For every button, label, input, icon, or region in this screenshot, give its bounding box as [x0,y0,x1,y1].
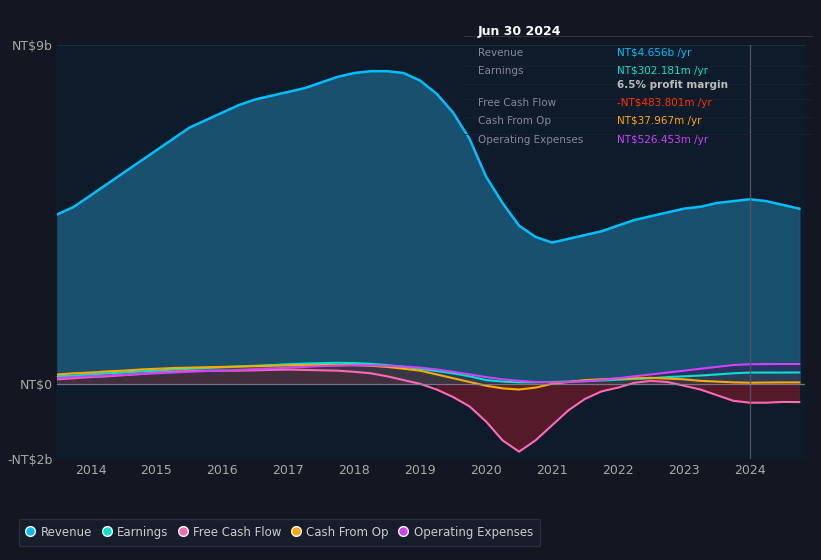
Text: NT$37.967m /yr: NT$37.967m /yr [617,116,702,126]
Text: NT$526.453m /yr: NT$526.453m /yr [617,136,709,145]
Text: Free Cash Flow: Free Cash Flow [478,98,556,108]
Text: 6.5% profit margin: 6.5% profit margin [617,81,728,90]
Text: -NT$483.801m /yr: -NT$483.801m /yr [617,98,712,108]
Legend: Revenue, Earnings, Free Cash Flow, Cash From Op, Operating Expenses: Revenue, Earnings, Free Cash Flow, Cash … [19,519,540,546]
Text: NT$302.181m /yr: NT$302.181m /yr [617,66,709,76]
Text: Jun 30 2024: Jun 30 2024 [478,25,562,38]
Text: Operating Expenses: Operating Expenses [478,136,583,145]
Text: Cash From Op: Cash From Op [478,116,551,126]
Text: Revenue: Revenue [478,48,523,58]
Text: NT$4.656b /yr: NT$4.656b /yr [617,48,692,58]
Text: Earnings: Earnings [478,66,523,76]
